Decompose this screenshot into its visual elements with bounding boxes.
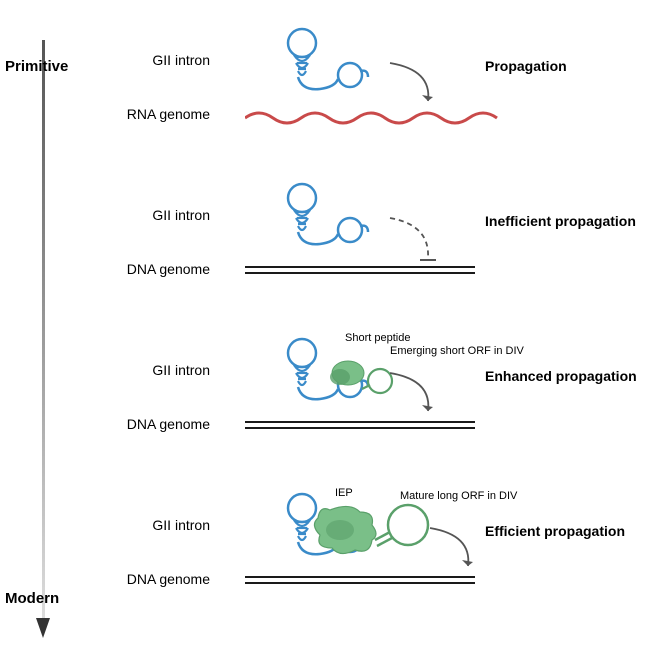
timeline-end-label: Modern [5, 590, 59, 607]
intron-label: GII intron [120, 207, 210, 223]
intron-label: GII intron [120, 517, 210, 533]
orf-annotation: Mature long ORF in DIV [400, 490, 517, 502]
dna-genome-icon [245, 418, 475, 432]
propagation-arrow-icon [380, 210, 450, 270]
evolution-panel-2: GII intron DNA genome [120, 340, 640, 480]
evolution-panel-1: GII intron DNA genome Inefficient propaga… [120, 185, 640, 325]
evolution-panel-3: GII intron DNA genome [120, 495, 640, 635]
dna-genome-icon [245, 263, 475, 277]
timeline-start-label: Primitive [5, 58, 68, 75]
timeline-arrow [42, 40, 45, 630]
peptide-annotation: Short peptide [345, 332, 410, 344]
genome-label: RNA genome [120, 106, 210, 122]
result-label: Efficient propagation [485, 523, 625, 539]
dna-genome-icon [245, 573, 475, 587]
propagation-arrow-icon [380, 55, 450, 115]
genome-label: DNA genome [120, 571, 210, 587]
evolution-panel-0: GII intron RNA genome Propagation [120, 30, 640, 170]
result-label: Propagation [485, 58, 567, 74]
result-label: Inefficient propagation [485, 213, 636, 229]
genome-label: DNA genome [120, 416, 210, 432]
propagation-arrow-icon [420, 520, 490, 580]
propagation-arrow-icon [380, 365, 450, 425]
intron-label: GII intron [120, 362, 210, 378]
intron-label: GII intron [120, 52, 210, 68]
result-label: Enhanced propagation [485, 368, 637, 384]
genome-label: DNA genome [120, 261, 210, 277]
orf-annotation: Emerging short ORF in DIV [390, 345, 524, 357]
rna-genome-icon [245, 108, 505, 128]
peptide-annotation: IEP [335, 487, 353, 499]
